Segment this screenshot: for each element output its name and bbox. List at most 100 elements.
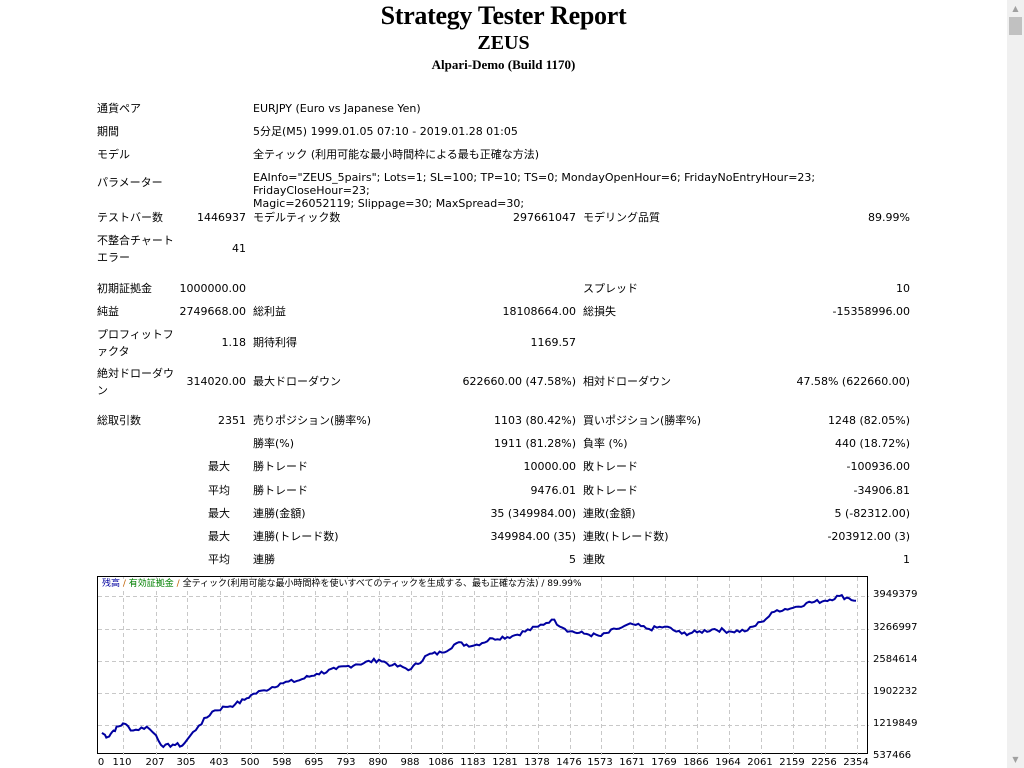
period-value: 5分足(M5) 1999.01.05 07:10 - 2019.01.28 01… <box>253 125 518 138</box>
win-rate-label: 勝率(%) <box>253 437 295 450</box>
params-line-1: EAInfo="ZEUS_5pairs"; Lots=1; SL=100; TP… <box>253 171 816 197</box>
max-consec-profit-value: 349984.00 (35) <box>490 530 576 543</box>
bars-value: 1446937 <box>197 211 246 224</box>
net-profit-label: 純益 <box>97 305 119 318</box>
x-tick-label: 207 <box>145 757 165 768</box>
total-trades-label: 総取引数 <box>97 414 141 427</box>
avg-loss-label: 敗トレード <box>583 484 638 497</box>
profit-factor-label: プロフィットファクタ <box>97 328 174 358</box>
model-value: 全ティック (利用可能な最小時間枠による最も正確な方法) <box>253 148 540 161</box>
params-label: パラメーター <box>97 176 163 189</box>
avg-loss-value: -34906.81 <box>853 484 910 497</box>
largest-loss-value: -100936.00 <box>846 460 910 473</box>
scrollbar-thumb[interactable] <box>1009 17 1022 35</box>
y-tick-label: 3949379 <box>873 589 918 600</box>
chart-plot <box>98 577 869 755</box>
x-tick-label: 1769 <box>651 757 677 768</box>
rel-drawdown-value: 47.58% (622660.00) <box>796 375 910 388</box>
x-tick-label: 890 <box>368 757 388 768</box>
gross-profit-label: 総利益 <box>253 305 286 318</box>
abs-drawdown-label: 絶対ドローダウン <box>97 367 174 397</box>
long-positions-label: 買いポジション(勝率%) <box>583 414 702 427</box>
x-tick-label: 1476 <box>556 757 582 768</box>
max-consec-wins-value: 35 (349984.00) <box>490 507 576 520</box>
x-tick-label: 2061 <box>747 757 773 768</box>
deposit-value: 1000000.00 <box>179 282 246 295</box>
params-value: EAInfo="ZEUS_5pairs"; Lots=1; SL=100; TP… <box>253 171 903 210</box>
ea-name: ZEUS <box>477 32 530 54</box>
legend-equity: 有効証拠金 <box>128 579 174 589</box>
gross-loss-value: -15358996.00 <box>832 305 910 318</box>
x-tick-label: 1671 <box>619 757 645 768</box>
avg-consec-wins-value: 5 <box>569 553 576 566</box>
gross-loss-label: 総損失 <box>583 305 616 318</box>
deposit-label: 初期証拠金 <box>97 282 152 295</box>
spread-label: スプレッド <box>583 282 638 295</box>
x-tick-label: 1964 <box>715 757 741 768</box>
max-drawdown-value: 622660.00 (47.58%) <box>462 375 576 388</box>
avg-consec-losses-label: 連敗 <box>583 553 605 566</box>
largest-win-value: 10000.00 <box>523 460 577 473</box>
server-build: Alpari-Demo (Build 1170) <box>431 57 576 72</box>
quality-value: 89.99% <box>868 211 910 224</box>
vertical-scrollbar[interactable]: ▲ ▼ <box>1007 0 1024 768</box>
balance-chart: 残高 / 有効証拠金 / 全ティック(利用可能な最小時間枠を使いすべてのティック… <box>97 576 869 755</box>
symbol-label: 通貨ペア <box>97 102 141 115</box>
spread-value: 10 <box>896 282 910 295</box>
legend-separator: / <box>173 579 183 589</box>
x-tick-label: 1866 <box>683 757 709 768</box>
avg-consec-wins-label: 連勝 <box>253 553 275 566</box>
x-tick-label: 403 <box>209 757 229 768</box>
max-consec-losses-value: 5 (-82312.00) <box>834 507 910 520</box>
max-consec-loss-label: 連敗(トレード数) <box>583 530 669 543</box>
expected-payoff-value: 1169.57 <box>530 336 577 349</box>
ticks-label: モデルティック数 <box>253 211 341 224</box>
ticks-value: 297661047 <box>513 211 576 224</box>
largest-prefix: 最大 <box>208 460 230 473</box>
abs-drawdown-value: 314020.00 <box>186 375 247 388</box>
model-label: モデル <box>97 148 130 161</box>
max-consec-profit-label: 連勝(トレード数) <box>253 530 339 543</box>
max-consec-losses-label: 連敗(金額) <box>583 507 636 520</box>
short-positions-label: 売りポジション(勝率%) <box>253 414 372 427</box>
long-positions-value: 1248 (82.05%) <box>827 414 910 427</box>
errors-label: 不整合チャートエラー <box>97 234 174 264</box>
period-label: 期間 <box>97 125 119 138</box>
y-tick-label: 537466 <box>873 750 912 761</box>
x-tick-label: 695 <box>304 757 324 768</box>
legend-separator: / <box>120 579 129 589</box>
scroll-up-icon[interactable]: ▲ <box>1012 4 1019 13</box>
balance-line <box>101 593 857 749</box>
x-tick-label: 305 <box>176 757 196 768</box>
loss-rate-label: 負率 (%) <box>583 437 628 450</box>
max-consec-loss-value: -203912.00 (3) <box>827 530 910 543</box>
largest-win-label: 勝トレード <box>253 460 308 473</box>
y-tick-label: 2584614 <box>873 654 918 665</box>
x-tick-label: 1281 <box>492 757 518 768</box>
max-consec-prefix: 最大 <box>208 507 230 520</box>
x-tick-label: 2256 <box>811 757 837 768</box>
short-positions-value: 1103 (80.42%) <box>493 414 576 427</box>
x-tick-label: 1183 <box>460 757 486 768</box>
legend-model: 全ティック(利用可能な最小時間枠を使いすべてのティックを生成する、最も正確な方法… <box>182 579 582 589</box>
average-prefix: 平均 <box>208 484 230 497</box>
x-tick-label: 2159 <box>779 757 805 768</box>
x-tick-label: 500 <box>240 757 260 768</box>
chart-legend: 残高 / 有効証拠金 / 全ティック(利用可能な最小時間枠を使いすべてのティック… <box>102 579 582 590</box>
net-profit-value: 2749668.00 <box>179 305 246 318</box>
x-tick-label: 110 <box>112 757 132 768</box>
report-title: Strategy Tester Report <box>380 1 627 30</box>
params-line-2: Magic=26052119; Slippage=30; MaxSpread=3… <box>253 197 525 210</box>
max-consec-wins-label: 連勝(金額) <box>253 507 306 520</box>
loss-rate-value: 440 (18.72%) <box>834 437 910 450</box>
scroll-down-icon[interactable]: ▼ <box>1012 755 1019 764</box>
x-tick-label: 0 <box>97 757 105 768</box>
profit-factor-value: 1.18 <box>221 336 247 349</box>
x-tick-label: 988 <box>400 757 420 768</box>
symbol-value: EURJPY (Euro vs Japanese Yen) <box>253 102 421 115</box>
x-tick-label: 598 <box>272 757 292 768</box>
y-tick-label: 1219849 <box>873 718 918 729</box>
avg-consec-prefix: 平均 <box>208 553 230 566</box>
legend-balance: 残高 <box>102 579 121 589</box>
